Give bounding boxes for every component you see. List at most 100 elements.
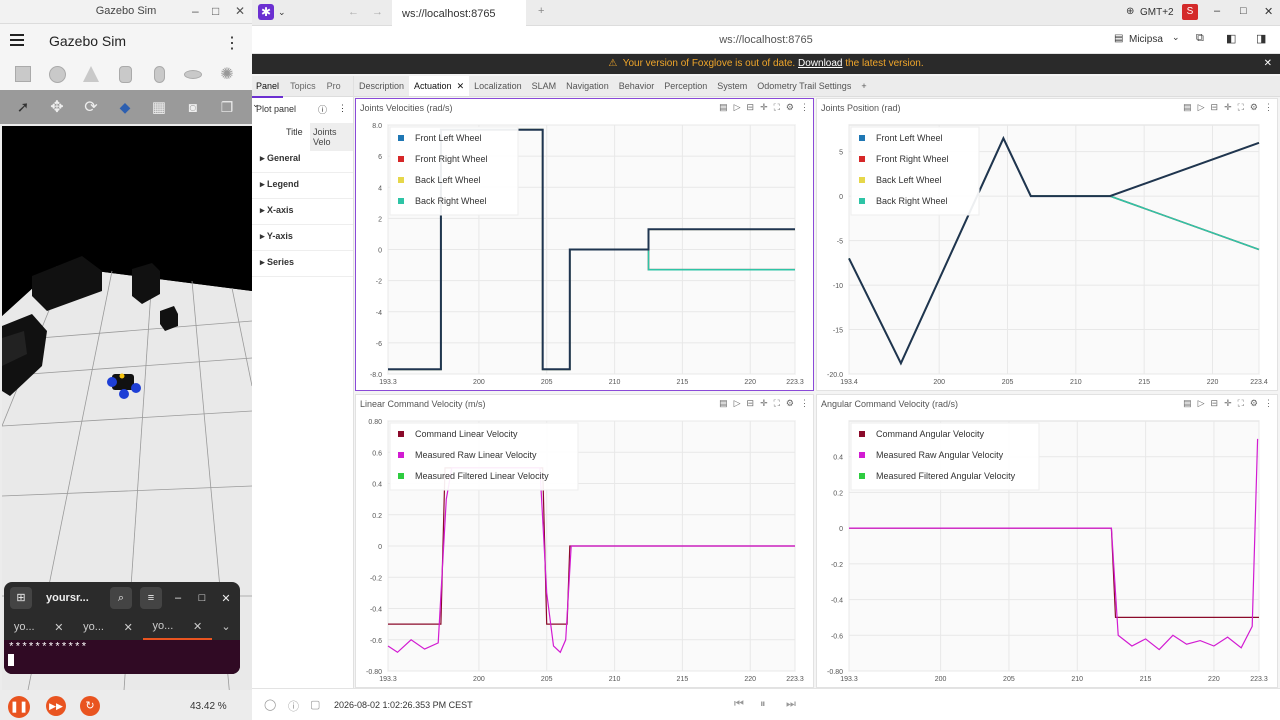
settings-gear-icon[interactable]: ⚙ <box>785 398 794 408</box>
insert-model-icon[interactable]: ◆ <box>119 98 131 115</box>
screenshot-camera-icon[interactable]: ◙ <box>188 99 198 115</box>
tab-problems[interactable]: Pro <box>326 81 341 91</box>
tab-description[interactable]: Description <box>359 81 405 91</box>
help-icon[interactable]: ⓘ <box>288 701 299 713</box>
play-icon[interactable]: ▷ <box>733 398 741 408</box>
add-tab-icon[interactable]: + <box>861 81 867 91</box>
section-legend[interactable]: ▸ Legend <box>252 173 353 199</box>
reset-view-icon[interactable]: ⊟ <box>1210 102 1219 112</box>
section-series[interactable]: ▸ Series <box>252 251 353 277</box>
sun-light-icon[interactable]: ✺ <box>220 66 234 83</box>
close-button[interactable]: ✕ <box>1264 6 1274 18</box>
chevron-down-icon[interactable]: ⌄ <box>252 99 260 109</box>
help-icon[interactable]: ⓘ <box>318 105 328 115</box>
play-icon[interactable]: ▷ <box>1197 102 1205 112</box>
rotate-icon[interactable]: ⟳ <box>84 99 98 116</box>
legend-toggle-icon[interactable]: ▤ <box>1183 398 1192 408</box>
reset-view-icon[interactable]: ⊟ <box>1210 398 1219 408</box>
kebab-menu-icon[interactable]: ⋮ <box>1264 398 1273 408</box>
maximize-button[interactable]: □ <box>1240 5 1247 17</box>
pause-icon[interactable]: ⏸ <box>760 698 766 710</box>
close-tab-icon[interactable]: ✕ <box>123 621 133 634</box>
chevron-down-icon[interactable]: ⌄ <box>278 7 286 17</box>
timezone-label[interactable]: GMT+2 <box>1140 7 1174 18</box>
ellipsoid-shape-icon[interactable] <box>176 60 210 88</box>
terminal-output[interactable]: ************ <box>4 640 240 674</box>
cone-shape-icon[interactable] <box>74 60 108 88</box>
reset-button[interactable]: ↻ <box>80 696 100 716</box>
left-sidebar-toggle-icon[interactable]: ◧ <box>1226 33 1237 45</box>
right-sidebar-toggle-icon[interactable]: ◨ <box>1256 33 1267 45</box>
layout-name[interactable]: Micipsa <box>1129 34 1163 45</box>
tab-navigation[interactable]: Navigation <box>566 81 609 91</box>
close-button[interactable]: ✕ <box>235 4 246 18</box>
back-icon[interactable]: ← <box>348 6 359 18</box>
foxglove-logo-icon[interactable]: ✱ <box>258 4 274 20</box>
box-shape-icon[interactable] <box>6 60 40 88</box>
section-y-axis[interactable]: ▸ Y-axis <box>252 225 353 251</box>
maximize-button[interactable]: □ <box>198 592 206 604</box>
close-tab-icon[interactable]: ✕ <box>54 621 64 634</box>
close-tab-icon[interactable]: ✕ <box>456 81 465 91</box>
fullscreen-icon[interactable]: ⛶ <box>1237 102 1244 112</box>
user-avatar[interactable]: S <box>1182 4 1198 20</box>
chevron-down-icon[interactable]: ⌄ <box>221 621 231 633</box>
kebab-menu-icon[interactable]: ⋮ <box>1264 102 1273 112</box>
close-banner-icon[interactable]: ✕ <box>1263 58 1272 69</box>
play-icon[interactable]: ▷ <box>733 102 741 112</box>
select-arrow-icon[interactable]: ➚ <box>16 99 30 116</box>
forward-icon[interactable]: → <box>372 6 383 18</box>
plot-panel-angular-command[interactable]: 193.3 200 205 210 215 220 223.3 0.4 0.2 0 -0.2 -0.4… <box>816 394 1278 688</box>
seek-back-icon[interactable]: ⏮ <box>734 698 744 710</box>
copy-icon[interactable]: ❐ <box>220 98 234 115</box>
info-icon[interactable]: ◯ <box>264 699 277 711</box>
tab-actuation[interactable]: Actuation ✕ <box>409 76 470 96</box>
browser-tab[interactable]: ws://localhost:8765 <box>392 0 526 26</box>
chevron-down-icon[interactable]: ⌄ <box>1172 32 1180 42</box>
crosshair-icon[interactable]: ✛ <box>760 398 768 408</box>
translate-icon[interactable]: ✥ <box>50 99 64 116</box>
minimize-button[interactable]: – <box>192 4 199 18</box>
tab-slam[interactable]: SLAM <box>531 81 557 91</box>
bookmark-icon[interactable]: ▢ <box>310 699 321 711</box>
close-tab-icon[interactable]: ✕ <box>192 620 203 633</box>
tab-behavior[interactable]: Behavior <box>618 81 655 91</box>
plot-panel-linear-command[interactable]: 193.3 200 205 210 215 220 223.3 0.80 0.6 0.4 0.2 0 -… <box>355 394 814 688</box>
terminal-tab-active[interactable]: yo... ✕ <box>142 614 212 640</box>
tab-panel[interactable]: Panel <box>252 76 284 98</box>
kebab-menu-icon[interactable]: ⋮ <box>800 102 809 112</box>
settings-gear-icon[interactable]: ⚙ <box>785 102 794 112</box>
maximize-button[interactable]: □ <box>212 4 220 18</box>
crosshair-icon[interactable]: ✛ <box>1224 102 1232 112</box>
legend-toggle-icon[interactable]: ▤ <box>1183 102 1192 112</box>
terminal-window[interactable]: ⊞ yoursr... ⌕ ≡ – □ ✕ yo... ✕ yo... ✕ yo..… <box>4 582 240 674</box>
fullscreen-icon[interactable]: ⛶ <box>773 398 780 408</box>
tab-perception[interactable]: Perception <box>664 81 708 91</box>
terminal-tab[interactable]: yo... ✕ <box>73 614 142 640</box>
grid-snap-icon[interactable]: ▦ <box>151 99 167 116</box>
hamburger-menu-icon[interactable] <box>10 34 24 46</box>
tab-system[interactable]: System <box>717 81 748 91</box>
crosshair-icon[interactable]: ✛ <box>760 102 768 112</box>
close-button[interactable]: ✕ <box>221 592 231 605</box>
fullscreen-icon[interactable]: ⛶ <box>1237 398 1244 408</box>
kebab-menu-icon[interactable]: ⋮ <box>338 103 347 113</box>
section-x-axis[interactable]: ▸ X-axis <box>252 199 353 225</box>
add-panel-icon[interactable]: ⧉ <box>1196 32 1204 44</box>
new-tab-icon[interactable]: ⊞ <box>10 587 32 609</box>
step-button[interactable]: ▶▶ <box>46 696 66 716</box>
title-input[interactable]: Joints Velo <box>310 123 353 151</box>
section-general[interactable]: ▸ General <box>252 147 353 173</box>
tab-topics[interactable]: Topics <box>290 81 316 91</box>
tab-localization[interactable]: Localization <box>474 81 522 91</box>
download-link[interactable]: Download <box>798 58 843 69</box>
reset-view-icon[interactable]: ⊟ <box>746 102 755 112</box>
plot-panel-joint-position[interactable]: 193.4 200 205 210 215 220 223.4 5 0 -5 -10 -15 -20.0… <box>816 98 1278 391</box>
legend-toggle-icon[interactable]: ▤ <box>719 102 728 112</box>
kebab-menu-icon[interactable]: ⋮ <box>800 398 809 408</box>
legend-toggle-icon[interactable]: ▤ <box>719 398 728 408</box>
fullscreen-icon[interactable]: ⛶ <box>773 102 780 112</box>
capsule-shape-icon[interactable] <box>142 60 176 88</box>
seek-forward-icon[interactable]: ⏭ <box>786 698 796 710</box>
connection-url[interactable]: ws://localhost:8765 <box>719 34 813 46</box>
